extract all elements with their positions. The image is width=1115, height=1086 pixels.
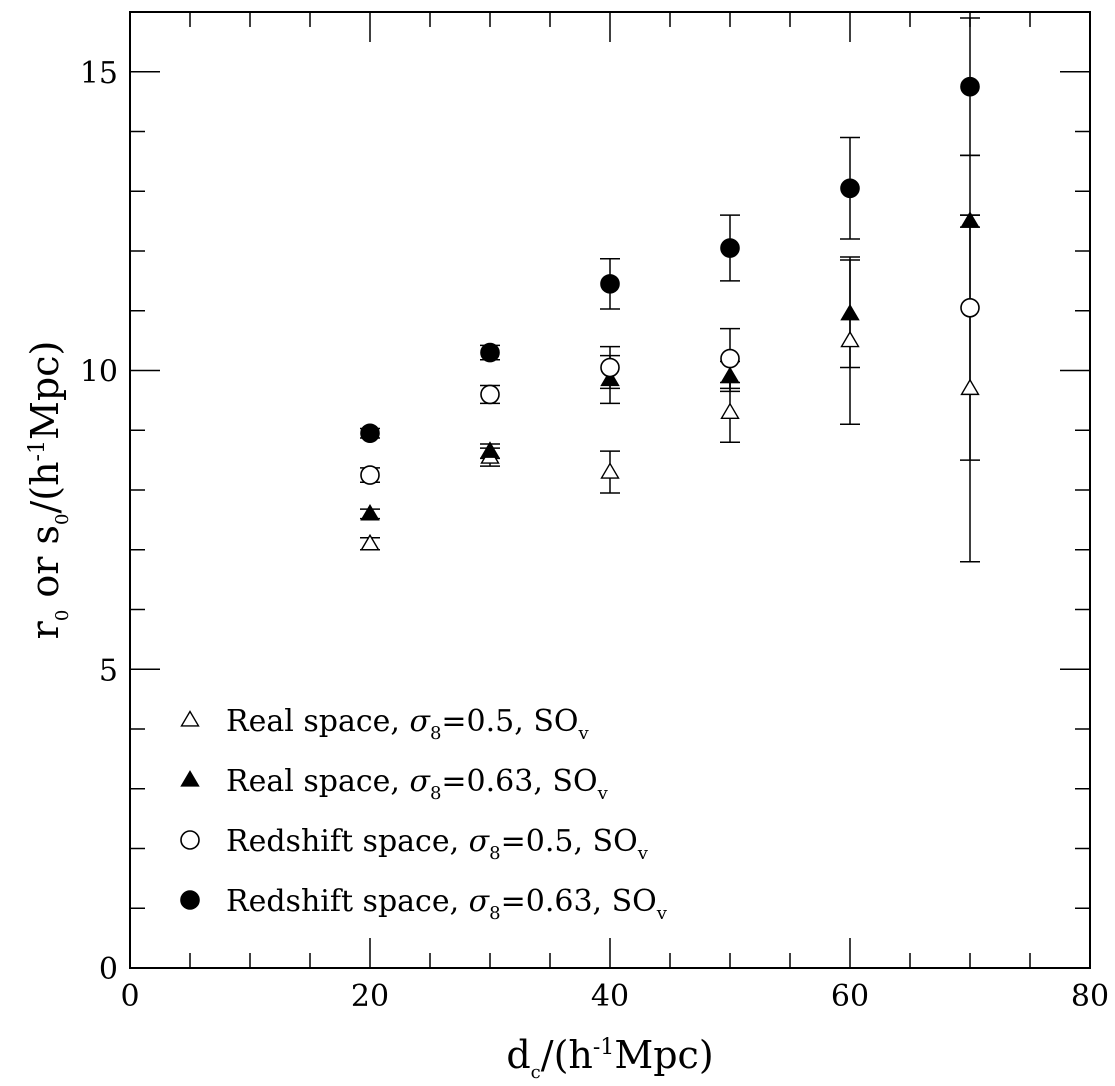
point-triangle-filled xyxy=(360,504,380,521)
y-tick-label: 0 xyxy=(99,952,118,987)
point-circle-filled xyxy=(480,342,500,363)
axis-ticks xyxy=(129,11,1091,969)
point-circle-open xyxy=(360,465,380,485)
x-tick-label: 40 xyxy=(591,979,629,1014)
point-triangle-filled xyxy=(960,211,980,228)
tick-labels: 0 20 40 60 80 0 5 10 15 xyxy=(80,56,1109,1014)
x-axis-title: dc/(h-1Mpc) xyxy=(506,1033,713,1083)
legend-label: Real space, σ8=0.63, SOv xyxy=(226,764,609,804)
legend-marker-triangle-filled xyxy=(180,770,200,787)
point-circle-open xyxy=(960,297,980,318)
point-circle-filled xyxy=(840,178,860,199)
x-tick-label: 0 xyxy=(120,979,139,1014)
y-tick-label: 5 xyxy=(99,653,118,688)
legend-marker-circle-filled xyxy=(180,890,200,910)
point-triangle-filled xyxy=(480,441,500,458)
point-triangle-open xyxy=(600,462,620,479)
legend-marker-circle-open xyxy=(180,830,200,850)
x-tick-label: 80 xyxy=(1071,979,1109,1014)
point-triangle-filled xyxy=(600,369,620,387)
x-tick-label: 20 xyxy=(351,979,389,1014)
point-circle-open xyxy=(600,357,620,378)
point-triangle-open xyxy=(720,402,740,419)
legend-marker-triangle-open xyxy=(180,710,200,727)
point-triangle-filled xyxy=(840,303,860,321)
y-tick-label: 15 xyxy=(80,56,118,91)
point-circle-filled xyxy=(360,423,380,444)
point-circle-filled xyxy=(600,274,620,294)
point-circle-open xyxy=(480,384,500,405)
legend-label: Redshift space, σ8=0.5, SOv xyxy=(226,824,649,864)
point-circle-filled xyxy=(720,238,740,258)
point-triangle-open xyxy=(840,330,860,348)
point-triangle-open xyxy=(360,533,380,551)
legend: Real space, σ8=0.5, SOv Real space, σ8=0.… xyxy=(180,704,668,924)
y-tick-label: 10 xyxy=(80,355,118,390)
point-triangle-open xyxy=(960,378,980,396)
legend-label: Redshift space, σ8=0.63, SOv xyxy=(226,884,668,924)
point-circle-filled xyxy=(960,76,980,97)
data-points xyxy=(360,76,980,551)
legend-label: Real space, σ8=0.5, SOv xyxy=(226,704,590,744)
x-tick-label: 60 xyxy=(831,979,869,1014)
point-triangle-filled xyxy=(720,366,740,384)
point-circle-open xyxy=(720,348,740,369)
error-bars xyxy=(360,17,980,563)
y-axis-title: r0 or s0/(h-1Mpc) xyxy=(23,341,73,640)
